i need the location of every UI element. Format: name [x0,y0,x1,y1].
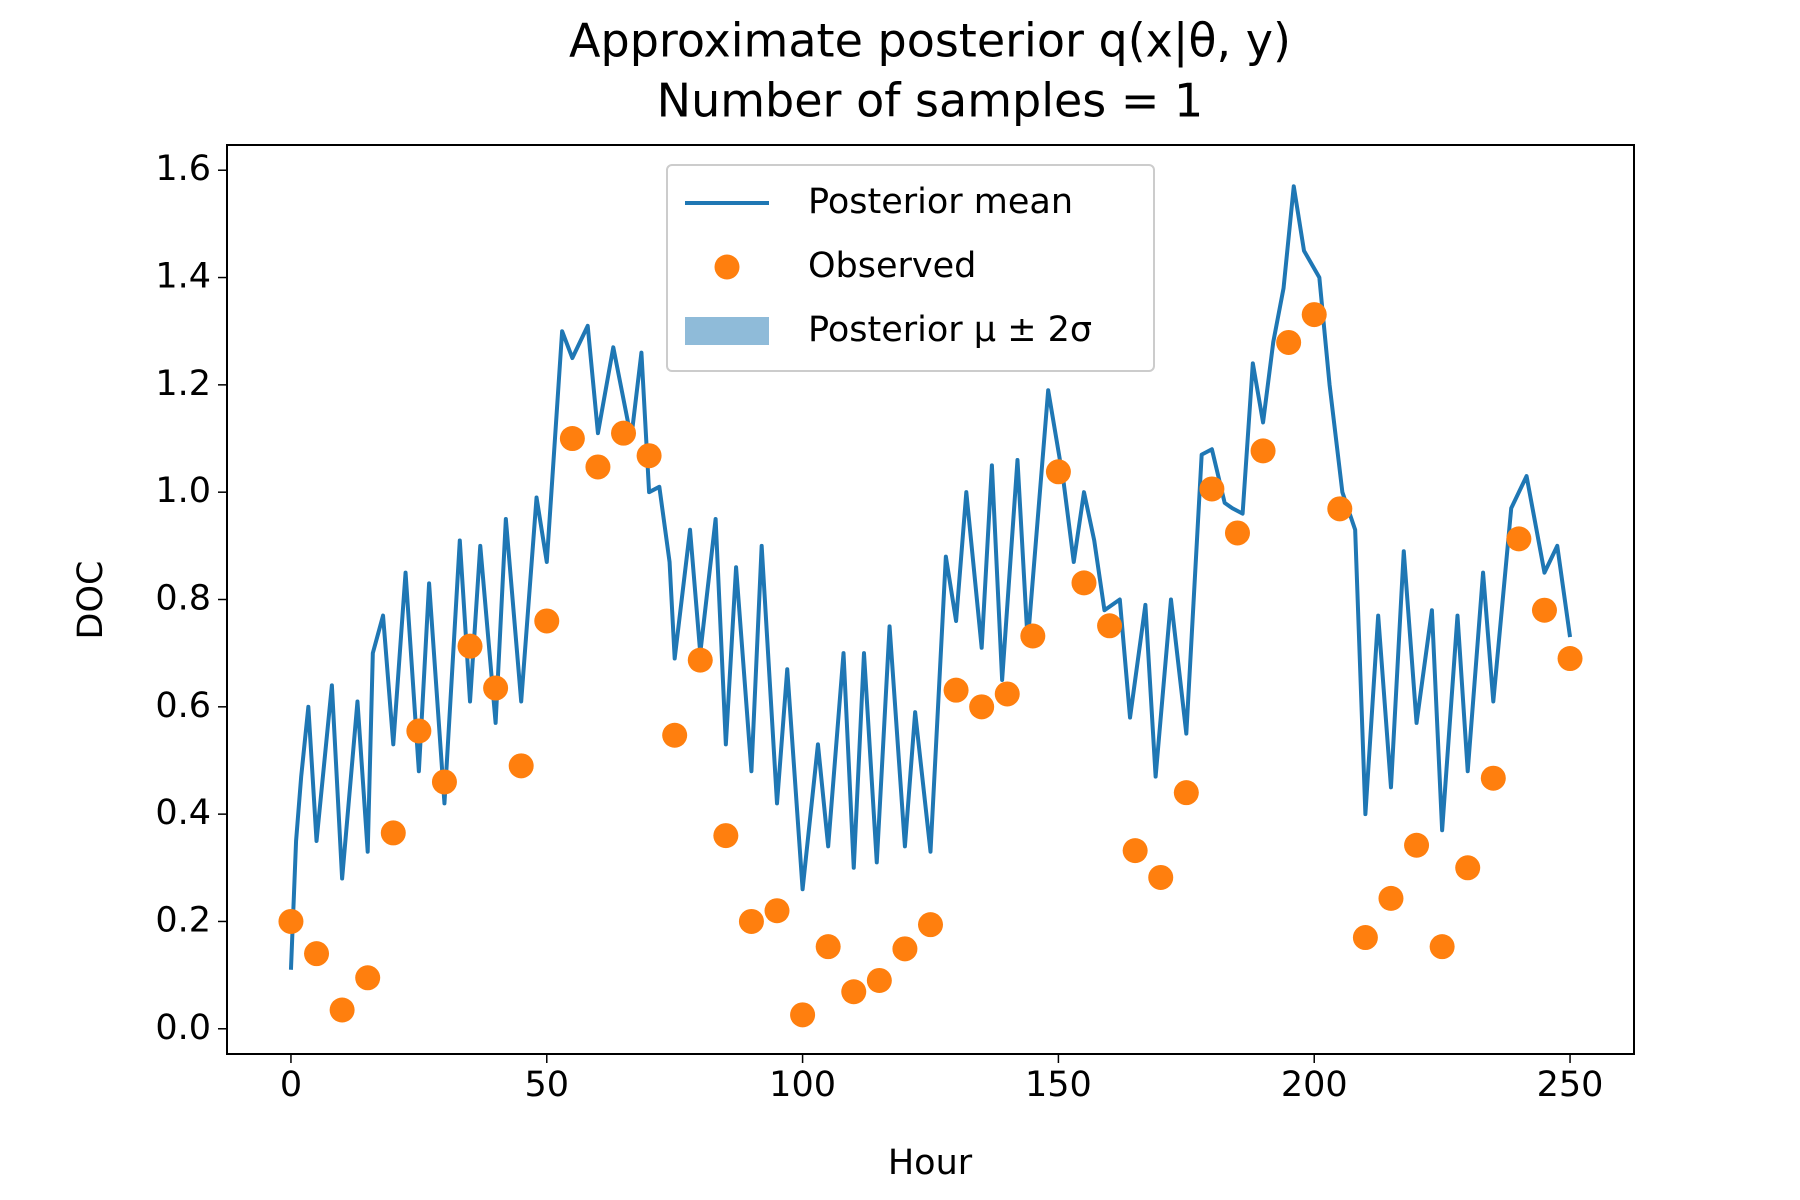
y-tick-label: 1.4 [155,257,211,297]
observed-point [841,979,867,1005]
legend-label: Posterior mean [808,182,1073,222]
observed-point [713,823,739,849]
x-tick-label: 100 [769,1065,836,1105]
observed-point [559,426,585,452]
legend-label: Observed [808,246,976,286]
observed-point [636,443,662,469]
legend-label: Posterior μ ± 2σ [808,310,1092,350]
observed-point [764,898,790,924]
plot-area [278,184,1583,1028]
x-tick-label: 50 [524,1065,569,1105]
observed-point [355,965,381,991]
x-tick-label: 200 [1281,1065,1348,1105]
y-tick-label: 0.0 [155,1008,211,1048]
observed-point [1045,459,1071,485]
posterior-mean-line [288,184,1573,970]
y-tick-label: 0.8 [155,579,211,619]
observed-point [943,677,969,703]
observed-point [611,420,637,446]
observed-point [1276,329,1302,355]
observed-point [918,912,943,938]
observed-point [687,647,713,673]
observed-point [1020,623,1046,649]
x-axis-label: Hour [888,1143,973,1183]
observed-point [1506,526,1532,552]
observed-point [508,753,534,779]
observed-point [1173,780,1199,806]
x-tick-label: 0 [280,1065,302,1105]
observed-point [483,675,509,701]
observed-point [1404,832,1430,858]
y-tick-label: 1.6 [155,149,211,189]
observed-point [1429,934,1455,960]
observed-point [738,908,764,934]
observed-point [406,718,432,744]
observed-point [1199,476,1225,502]
observed-point [662,722,688,748]
observed-point [815,934,841,960]
observed-point [994,681,1020,707]
observed-point [585,454,611,480]
observed-point [1352,925,1378,951]
y-axis-label: DOC [71,561,111,640]
x-tick-label: 150 [1025,1065,1092,1105]
observed-point [457,633,483,659]
y-tick-label: 1.0 [155,471,211,511]
observed-point [534,608,560,634]
observed-point [1557,646,1583,672]
observed-point [329,997,355,1023]
observed-point [866,967,892,993]
observed-point [1122,838,1148,864]
y-tick-label: 0.6 [155,686,211,726]
observed-point [1097,613,1123,639]
observed-point [892,936,918,962]
observed-point [431,769,457,795]
observed-point [1378,885,1404,911]
y-tick-label: 1.2 [155,364,211,404]
observed-point [380,820,406,846]
observed-point [1301,302,1327,328]
observed-point [1071,570,1097,596]
y-tick-label: 0.4 [155,793,211,833]
observed-point [1327,496,1353,522]
chart-subtitle: Number of samples = 1 [657,74,1204,128]
observed-point [969,694,995,720]
legend-box [666,164,1155,372]
observed-point [1224,520,1250,546]
observed-point [1250,438,1276,464]
y-tick-label: 0.2 [155,900,211,940]
axes-frame [226,144,1635,1055]
legend-band [685,317,769,345]
observed-point [790,1002,816,1028]
x-tick-label: 250 [1537,1065,1604,1105]
observed-point [278,908,304,934]
observed-point [304,941,330,967]
chart-title: Approximate posterior q(x|θ, y) [569,14,1291,69]
observed-point [1455,855,1481,881]
observed-point [1531,597,1557,623]
observed-point [1148,864,1174,890]
observed-point [1480,765,1506,791]
legend-marker [714,254,740,280]
